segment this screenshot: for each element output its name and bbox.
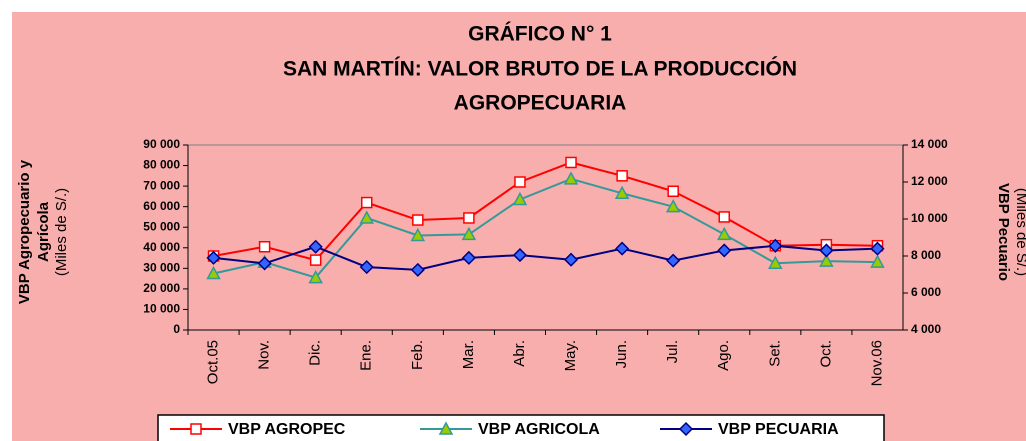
marker [678, 421, 694, 437]
x-tick-label: Feb. [409, 340, 426, 370]
series-line [213, 244, 878, 271]
marker [768, 255, 783, 269]
chart-title: SAN MARTÍN: VALOR BRUTO DE LA PRODUCCIÓN [283, 57, 797, 81]
marker [563, 252, 579, 267]
x-tick-label: Ago. [715, 340, 732, 371]
marker [667, 185, 679, 197]
marker [258, 241, 271, 253]
marker [870, 241, 885, 256]
y-axis-label: Agrícola [35, 201, 52, 262]
x-tick-label: Oct. [817, 340, 834, 368]
marker [615, 241, 630, 256]
y-tick-label: 60 000 [143, 199, 180, 213]
marker [361, 196, 373, 209]
y2-tick-label: 8 000 [911, 248, 941, 262]
y2-tick-label: 6 000 [911, 285, 941, 299]
marker [438, 421, 454, 435]
x-tick-label: Set. [766, 340, 783, 367]
y2-tick-label: 12 000 [911, 174, 948, 188]
marker [512, 248, 528, 263]
marker [308, 270, 323, 284]
legend-label: VBP AGRICOLA [478, 421, 600, 438]
x-tick-label: Nov. [256, 340, 273, 370]
y-axis-unit: (Miles de S/.) [53, 188, 70, 276]
y-tick-label: 90 000 [143, 137, 180, 151]
chart-title: AGROPECUARIA [454, 92, 627, 115]
x-tick-label: Ene. [358, 340, 375, 371]
legend-box [157, 414, 885, 441]
marker [410, 262, 425, 277]
marker [514, 176, 526, 188]
marker [308, 239, 323, 254]
x-tick-label: Jul. [664, 340, 681, 363]
x-tick-label: Dic. [307, 340, 324, 366]
marker [716, 226, 732, 241]
x-tick-label: May. [562, 340, 579, 371]
x-tick-label: Mar. [460, 340, 477, 369]
y2-axis-label: VBP Pecuario [995, 183, 1012, 281]
marker [410, 227, 426, 242]
marker [718, 211, 730, 223]
y2-tick-label: 14 000 [911, 137, 948, 151]
y-tick-label: 70 000 [143, 178, 180, 192]
marker [359, 260, 374, 275]
x-tick-label: Jun. [613, 340, 630, 368]
marker [206, 265, 221, 280]
y2-tick-label: 4 000 [911, 322, 941, 336]
marker [512, 191, 528, 206]
marker [565, 156, 577, 169]
series-line [213, 177, 878, 279]
x-tick-label: Nov.06 [868, 340, 885, 386]
marker [870, 254, 885, 268]
marker [614, 185, 630, 200]
y-tick-label: 10 000 [143, 302, 180, 316]
y-tick-label: 0 [173, 322, 180, 336]
y-tick-label: 40 000 [143, 240, 180, 254]
y2-tick-label: 10 000 [911, 211, 948, 225]
marker [768, 238, 783, 253]
marker [206, 250, 221, 265]
marker [309, 254, 322, 266]
marker [257, 256, 272, 271]
marker [717, 243, 732, 258]
legend-label: VBP PECUARIA [718, 421, 839, 438]
marker [359, 210, 375, 224]
x-tick-label: Abr. [511, 340, 528, 367]
marker [461, 250, 476, 265]
legend-label: VBP AGROPEC [228, 421, 346, 438]
marker [190, 423, 202, 435]
marker [463, 212, 475, 224]
marker [665, 199, 681, 213]
marker [666, 253, 681, 268]
chart-background [12, 12, 1026, 441]
chart-title: GRÁFICO N° 1 [468, 23, 612, 46]
marker [563, 171, 579, 185]
y-axis-label: VBP Agropecuario y [16, 159, 33, 304]
marker [412, 214, 424, 226]
y-tick-label: 50 000 [143, 219, 180, 233]
y2-axis-unit: (Miles de S/.) [1013, 188, 1026, 276]
marker [616, 170, 628, 182]
y-tick-label: 80 000 [143, 158, 180, 172]
x-tick-label: Oct.05 [205, 340, 222, 384]
marker [461, 226, 477, 241]
marker [819, 253, 834, 267]
y-tick-label: 30 000 [143, 261, 180, 275]
marker [819, 243, 834, 258]
y-tick-label: 20 000 [143, 281, 180, 295]
